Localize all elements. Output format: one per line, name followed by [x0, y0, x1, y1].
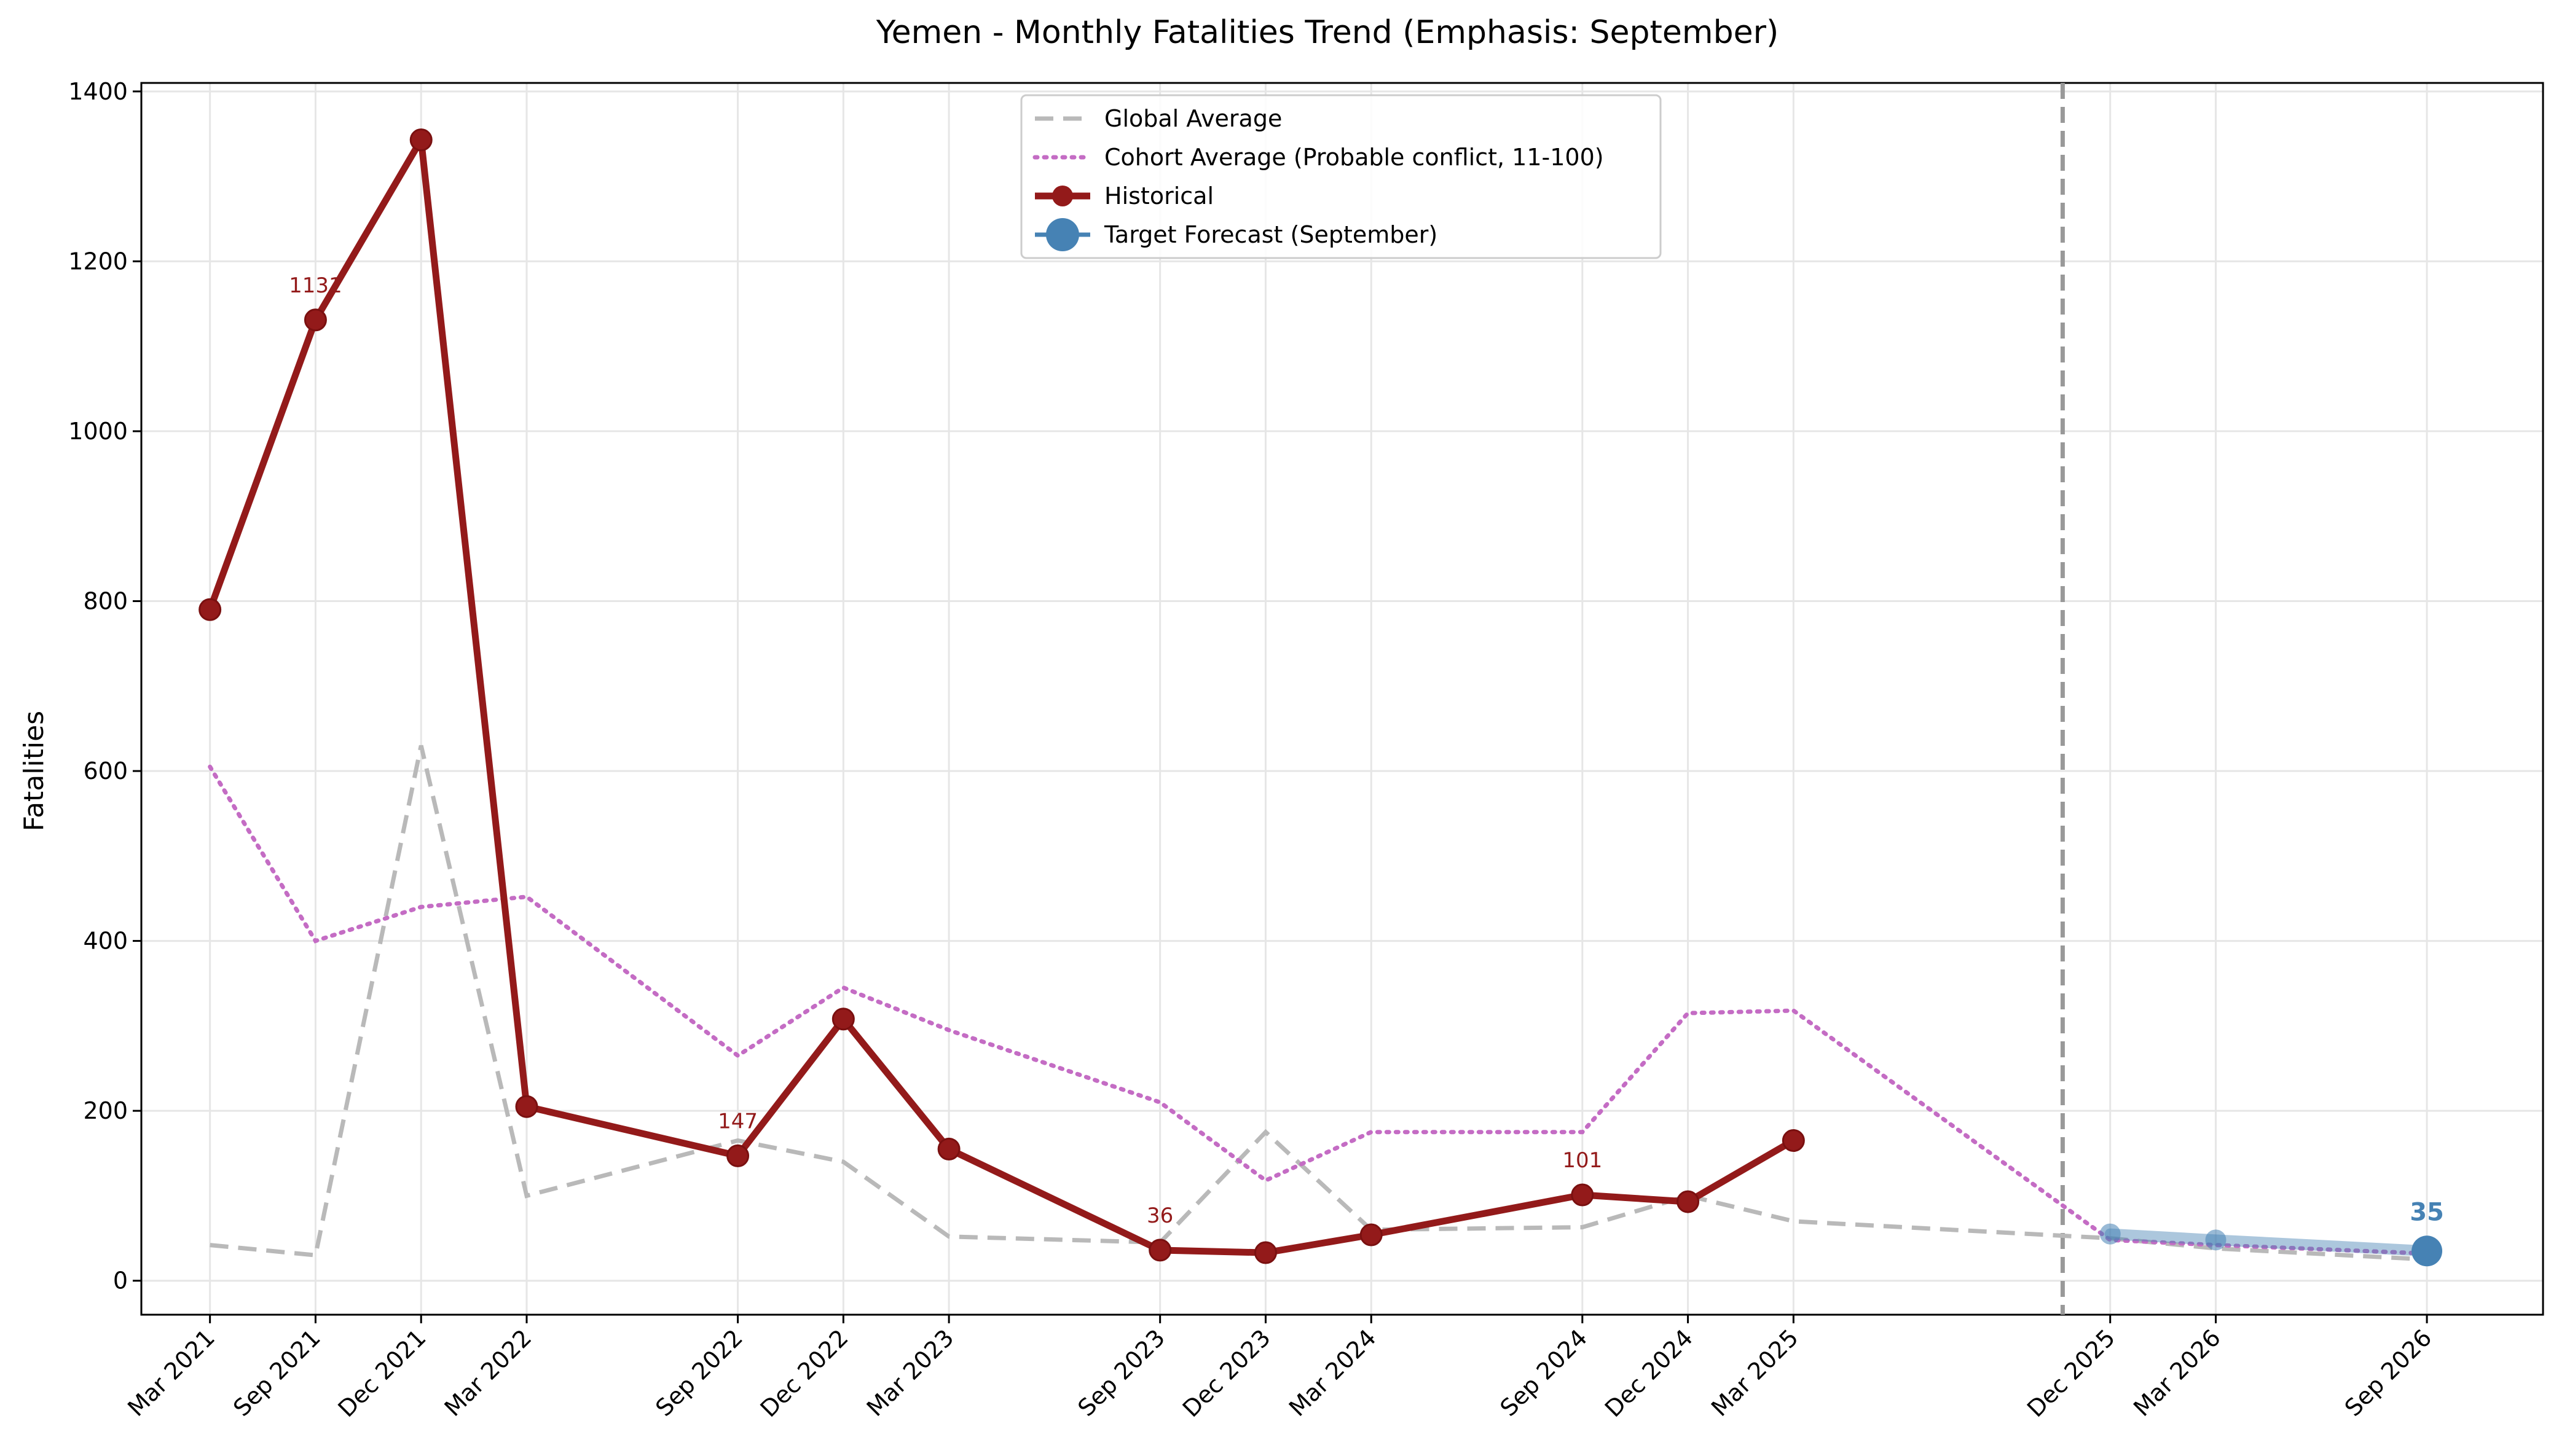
chart-title: Yemen - Monthly Fatalities Trend (Emphas… — [876, 14, 1779, 51]
y-tick-label: 400 — [83, 928, 128, 955]
y-tick-label: 600 — [83, 757, 128, 785]
annotation-layer: 1131 147 36 101 35 — [289, 273, 2444, 1228]
legend-box — [1020, 94, 1662, 259]
x-tick-label: Sep 2024 — [1495, 1324, 1592, 1422]
forecast-point — [2099, 1223, 2121, 1245]
x-tick-label: Sep 2021 — [228, 1324, 326, 1422]
y-axis-label: Fatalities — [18, 711, 50, 831]
data-label: 1131 — [289, 273, 342, 298]
x-tick-label: Sep 2023 — [1072, 1324, 1170, 1422]
legend-label: Historical — [1104, 182, 1214, 209]
legend-label: Global Average — [1104, 105, 1282, 132]
grid-layer — [141, 83, 2543, 1315]
historical-point — [1254, 1241, 1277, 1264]
y-tick-label: 0 — [113, 1267, 128, 1294]
historical-point — [304, 308, 327, 332]
data-label: 101 — [1562, 1148, 1602, 1173]
data-label: 36 — [1147, 1204, 1173, 1228]
x-tick-label: Mar 2021 — [122, 1324, 220, 1422]
x-tick-label: Sep 2022 — [650, 1324, 748, 1422]
y-tick-label: 1400 — [68, 78, 128, 105]
legend-item-historical: Historical — [1035, 182, 1214, 209]
historical-point — [1677, 1190, 1700, 1213]
y-tick-label: 200 — [83, 1097, 128, 1124]
historical-point — [409, 128, 433, 152]
x-tick-label: Sep 2026 — [2340, 1324, 2437, 1422]
x-tick-label: Mar 2026 — [2128, 1324, 2226, 1422]
historical-point — [831, 1008, 855, 1031]
historical-point — [515, 1095, 538, 1118]
series-line-historical — [206, 136, 1796, 1256]
legend-label: Target Forecast (September) — [1104, 221, 1437, 248]
series-line-cohort-average — [208, 764, 2429, 1256]
legend-label: Cohort Average (Probable conflict, 11-10… — [1104, 144, 1604, 171]
series-line-target-forecast — [2104, 1228, 2432, 1257]
historical-point — [726, 1144, 750, 1167]
data-label: 147 — [718, 1109, 758, 1133]
historical-point — [1571, 1183, 1594, 1207]
historical-point — [1359, 1223, 1383, 1247]
series-line-global-average — [210, 745, 2427, 1262]
historical-point — [937, 1137, 961, 1160]
series-layer — [199, 83, 2443, 1315]
x-tick-label: Mar 2023 — [862, 1324, 959, 1422]
x-tick-label: Dec 2024 — [1600, 1324, 1698, 1422]
legend-item-global-average: Global Average — [1035, 105, 1282, 132]
historical-point — [199, 598, 222, 621]
x-tick-label: Dec 2022 — [755, 1324, 854, 1422]
legend-marker — [1046, 218, 1079, 251]
y-tick-label: 1000 — [68, 418, 128, 445]
x-tick-label: Mar 2024 — [1284, 1324, 1382, 1422]
historical-point — [1149, 1239, 1172, 1262]
legend-item-target-forecast: Target Forecast (September) — [1035, 218, 1437, 251]
y-tick-label: 1200 — [68, 248, 128, 275]
x-tick-label: Dec 2025 — [2022, 1324, 2120, 1422]
forecast-point — [2205, 1229, 2227, 1251]
legend-item-cohort-average: Cohort Average (Probable conflict, 11-10… — [1032, 144, 1604, 171]
y-tick-label: 800 — [83, 587, 128, 614]
forecast-point — [2412, 1235, 2443, 1267]
legend: Global Average Cohort Average (Probable c… — [1020, 94, 1662, 259]
x-tick-label: Mar 2022 — [439, 1324, 537, 1422]
x-tick-label: Dec 2021 — [333, 1324, 431, 1422]
data-label: 35 — [2410, 1198, 2444, 1226]
legend-marker — [1052, 186, 1073, 206]
plot-frame — [140, 82, 2544, 1316]
historical-point — [1782, 1129, 1805, 1153]
x-tick-label: Dec 2023 — [1177, 1324, 1276, 1422]
x-tick-label: Mar 2025 — [1706, 1324, 1804, 1422]
